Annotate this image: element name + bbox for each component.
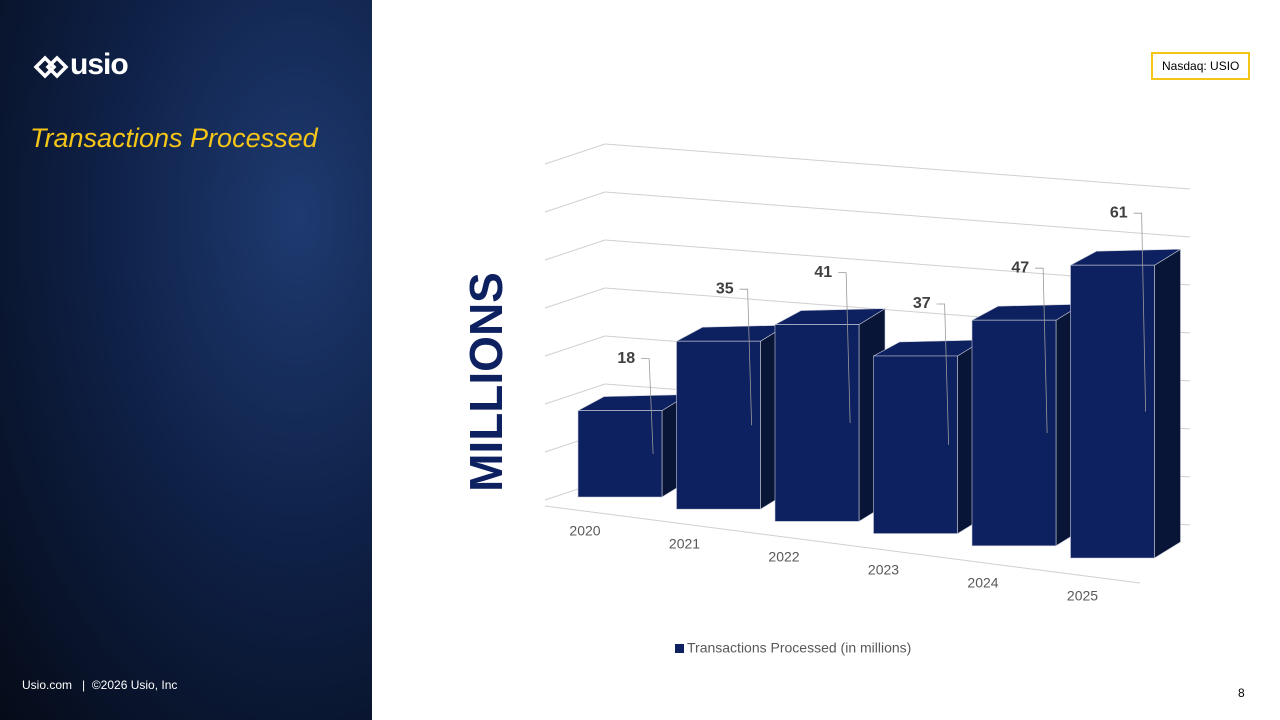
leader-line (641, 358, 654, 454)
x-tick-label: 2021 (669, 536, 700, 552)
footer: Usio.com | ©2026 Usio, Inc (22, 678, 177, 692)
x-tick-label: 2025 (1067, 588, 1098, 604)
page-number: 8 (1238, 686, 1245, 700)
logo-icon (33, 55, 69, 79)
data-label: 18 (617, 350, 635, 367)
legend-label: Transactions Processed (in millions) (687, 640, 911, 656)
y-axis-label: MILLIONS (460, 272, 512, 492)
data-label: 47 (1011, 259, 1029, 276)
bar (577, 394, 690, 498)
grid-line (544, 239, 1191, 286)
footer-copyright: ©2026 Usio, Inc (91, 678, 178, 692)
data-label: 37 (913, 295, 931, 312)
ticker-badge: Nasdaq: USIO (1151, 52, 1251, 80)
bar (971, 303, 1084, 547)
leader-line (739, 288, 753, 426)
grid-line (544, 191, 1191, 238)
bar (774, 308, 887, 522)
data-label: 41 (814, 264, 832, 281)
data-label: 35 (716, 280, 734, 297)
x-tick-label: 2022 (768, 549, 799, 565)
footer-separator: | (82, 678, 86, 692)
legend-swatch (675, 644, 684, 653)
bar (873, 339, 985, 535)
section-title: Transactions Processed (30, 123, 318, 153)
x-tick-label: 2020 (569, 523, 600, 539)
logo-text: usio (70, 48, 129, 81)
side-panel: usio Transactions Processed Usio.com | ©… (0, 0, 372, 720)
x-tick-label: 2024 (967, 575, 998, 591)
data-label: 61 (1110, 204, 1128, 221)
x-tick-label: 2023 (868, 562, 899, 578)
leader-line (936, 303, 950, 445)
leader-line (1035, 267, 1048, 434)
leader-line (838, 272, 851, 424)
floor-edge (544, 505, 1141, 584)
leader-line (1133, 212, 1147, 412)
grid-line (544, 143, 1191, 190)
footer-site: Usio.com (22, 678, 73, 692)
bar (1070, 248, 1182, 559)
bar (676, 324, 788, 510)
